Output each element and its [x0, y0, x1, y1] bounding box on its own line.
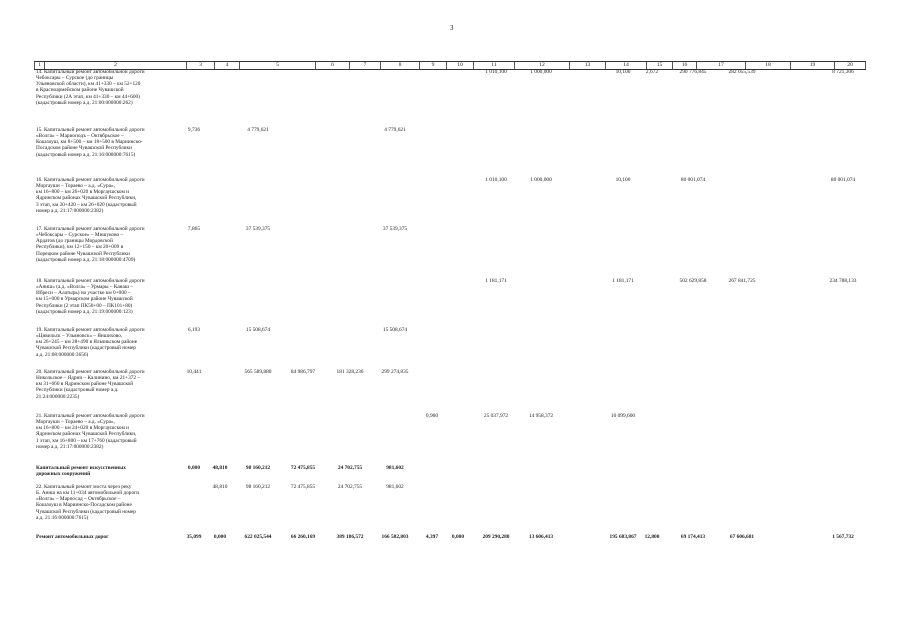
cell-value: 25 037,972: [483, 413, 509, 419]
row-description: 22. Капитальный ремонт моста через реку …: [36, 484, 140, 521]
cell-value: 282 055,539: [728, 69, 756, 75]
total-row-label: Ремонт автомобильных дорог: [36, 534, 109, 540]
cell-value: 24 702,755: [337, 484, 363, 490]
total-cell-value: 0,000: [213, 534, 227, 540]
cell-value: 981,602: [386, 465, 404, 471]
total-cell-value: 69 174,413: [680, 534, 706, 540]
cell-value: 98 160,212: [245, 484, 271, 490]
cell-value: 9,736: [187, 127, 201, 133]
cell-value: 37 539,375: [382, 226, 408, 232]
cell-value: 98 160,212: [245, 465, 271, 471]
column-header-18: 18: [745, 62, 790, 69]
total-cell-value: 12,800: [644, 534, 660, 540]
cell-value: 14 958,372: [528, 413, 554, 419]
cell-value: 15 508,674: [245, 327, 271, 333]
row-description: 19. Капитальный ремонт автомобильной дор…: [36, 327, 145, 358]
column-header-17: 17: [696, 62, 745, 69]
cell-value: 0,000: [187, 465, 201, 471]
column-header-10: 10: [446, 62, 473, 69]
column-header-5: 5: [239, 62, 315, 69]
cell-value: 299 274,835: [381, 369, 409, 375]
cell-value: 10,100: [615, 69, 631, 75]
cell-value: 48,810: [212, 465, 228, 471]
column-header-15: 15: [646, 62, 672, 69]
cell-value: 290 776,845: [679, 69, 707, 75]
cell-value: 24 702,755: [337, 465, 363, 471]
total-cell-value: 13 606,413: [528, 534, 554, 540]
cell-value: 72 475,855: [290, 484, 316, 490]
cell-value: 8 721,306: [832, 69, 854, 75]
cell-value: 10 099,600: [610, 413, 636, 419]
total-cell-value: 0,000: [451, 534, 465, 540]
total-cell-value: 1 567,732: [832, 534, 854, 540]
total-cell-value: 209 290,280: [482, 534, 510, 540]
cell-value: 565 589,880: [244, 369, 272, 375]
table-header-row: 1 2 3 4 5 6 7 8 9 10 11 12 13 14 15 16 17 18 19 20: [34, 61, 866, 70]
cell-value: 84 986,797: [290, 369, 316, 375]
total-cell-value: 67 606,681: [729, 534, 755, 540]
column-header-12: 12: [514, 62, 569, 69]
column-header-8: 8: [380, 62, 419, 69]
cell-value: 2,672: [645, 69, 659, 75]
cell-value: 7,865: [187, 226, 201, 232]
total-cell-value: 66 260,169: [290, 534, 316, 540]
total-cell-value: 4,397: [425, 534, 439, 540]
cell-value: 267 841,725: [728, 278, 756, 284]
column-header-4: 4: [214, 62, 239, 69]
column-header-11: 11: [473, 62, 514, 69]
total-cell-value: 389 186,572: [336, 534, 364, 540]
total-cell-value: 166 582,803: [381, 534, 409, 540]
cell-value: 10,441: [186, 369, 202, 375]
cell-value: 181 328,236: [336, 369, 364, 375]
cell-value: 1 000,000: [530, 69, 552, 75]
cell-value: 48,810: [212, 484, 228, 490]
section-heading: Капитальный ремонт искусственных дорожны…: [36, 465, 126, 478]
column-header-19: 19: [790, 62, 834, 69]
row-description: 21. Капитальный ремонт автомобильной дор…: [36, 413, 145, 450]
cell-value: 4 779,621: [384, 127, 406, 133]
page-number: 3: [450, 24, 454, 32]
row-description: 18. Капитальный ремонт автомобильной дор…: [36, 278, 145, 315]
column-header-14: 14: [605, 62, 646, 69]
cell-value: 1 181,171: [485, 278, 507, 284]
row-description: 15. Капитальный ремонт автомобильной дор…: [36, 127, 145, 158]
row-description: 20. Капитальный ремонт автомобильной дор…: [36, 369, 145, 400]
cell-value: 4 779,621: [247, 127, 269, 133]
cell-value: 72 475,855: [290, 465, 316, 471]
total-cell-value: 35,099: [186, 534, 202, 540]
column-header-7: 7: [349, 62, 380, 69]
cell-value: 1 010,100: [485, 177, 507, 183]
cell-value: 80 001,074: [680, 177, 706, 183]
column-header-9: 9: [419, 62, 446, 69]
row-description: 17. Капитальный ремонт автомобильной дор…: [36, 226, 145, 263]
column-header-3: 3: [186, 62, 214, 69]
column-header-6: 6: [315, 62, 349, 69]
cell-value: 37 539,375: [245, 226, 271, 232]
cell-value: 80 001,074: [830, 177, 856, 183]
column-header-13: 13: [569, 62, 605, 69]
cell-value: 1 181,171: [612, 278, 634, 284]
cell-value: 1 000,000: [530, 177, 552, 183]
column-header-20: 20: [834, 62, 866, 69]
cell-value: 15 508,674: [382, 327, 408, 333]
cell-value: 981,602: [386, 484, 404, 490]
column-header-16: 16: [672, 62, 696, 69]
cell-value: 0,960: [425, 413, 439, 419]
cell-value: 10,100: [615, 177, 631, 183]
cell-value: 1 010,100: [485, 69, 507, 75]
row-description: 14. Капитальный ремонт автомобильной дор…: [36, 69, 145, 106]
row-description: 16. Капитальный ремонт автомобильной дор…: [36, 177, 145, 214]
column-header-2: 2: [44, 62, 186, 69]
total-cell-value: 622 025,544: [244, 534, 272, 540]
column-header-1: 1: [34, 62, 44, 69]
total-cell-value: 195 683,867: [609, 534, 637, 540]
cell-value: 6,193: [187, 327, 201, 333]
cell-value: 234 788,133: [829, 278, 857, 284]
cell-value: 502 629,858: [679, 278, 707, 284]
